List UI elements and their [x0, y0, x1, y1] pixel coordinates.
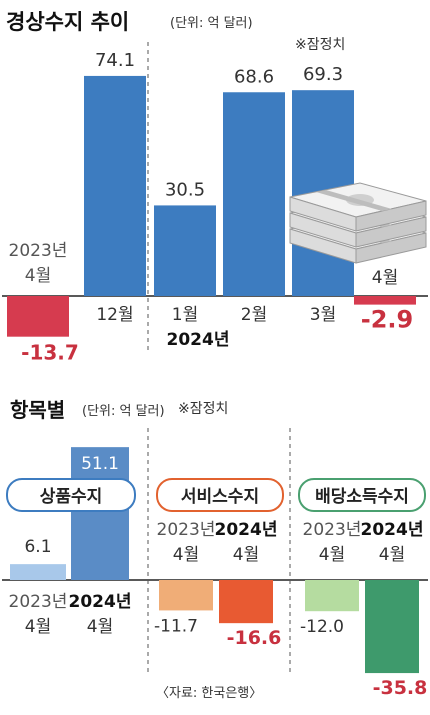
category-label: 서비스수지	[156, 478, 284, 512]
bar	[354, 296, 416, 305]
bar	[219, 580, 273, 624]
money-illustration	[289, 182, 427, 264]
bar	[159, 580, 213, 611]
period-label: 2023년	[157, 520, 216, 540]
bar	[7, 296, 69, 337]
bar	[84, 75, 146, 296]
period-label: 4월	[25, 617, 51, 637]
period-label: 2024년	[215, 520, 278, 540]
category-label: 상품수지	[6, 478, 136, 512]
category-label: 4월	[25, 266, 51, 286]
value-label: -11.7	[154, 616, 198, 636]
bar	[223, 92, 285, 297]
bar	[305, 580, 359, 612]
year-label: 2024년	[167, 330, 230, 350]
category-label: 2월	[241, 305, 267, 325]
category-label: 1월	[172, 305, 198, 325]
value-label: 6.1	[24, 537, 51, 557]
section-unit: (단위: 억 달러)	[82, 404, 165, 419]
period-label: 4월	[233, 545, 259, 565]
value-label: -35.8	[373, 677, 428, 699]
bill-front	[355, 232, 427, 264]
category-label: 배당소득수지	[298, 478, 426, 512]
period-label: 2024년	[69, 592, 132, 612]
value-label: 68.6	[234, 66, 274, 87]
bar	[10, 564, 66, 580]
section-title: 항목별	[10, 398, 66, 422]
source-text: 〈자료: 한국은행〉	[156, 686, 263, 701]
period-label: 4월	[319, 545, 345, 565]
period-label: 2023년	[303, 520, 362, 540]
category-label: 4월	[372, 268, 398, 288]
value-label: 30.5	[165, 179, 205, 200]
money-band	[316, 190, 392, 211]
value-label: 74.1	[95, 50, 135, 71]
category-label: 3월	[310, 305, 336, 325]
category-label: 12월	[96, 305, 133, 325]
period-label: 4월	[173, 545, 199, 565]
section-note: ※잠정치	[178, 401, 229, 417]
value-label: -13.7	[21, 341, 79, 365]
category-label: 2023년	[9, 241, 68, 261]
bill-front	[355, 200, 427, 232]
period-label: 2024년	[361, 520, 424, 540]
period-label: 4월	[87, 617, 113, 637]
bar	[365, 580, 419, 674]
value-label: 69.3	[303, 64, 343, 85]
value-label: -2.9	[361, 306, 413, 334]
provisional-note: ※잠정치	[295, 37, 346, 53]
value-label: -16.6	[227, 627, 282, 649]
period-label: 2023년	[9, 592, 68, 612]
chart-unit: (단위: 억 달러)	[170, 16, 253, 31]
period-label: 4월	[379, 545, 405, 565]
bar	[154, 205, 216, 296]
value-label: 51.1	[81, 454, 119, 474]
chart-title: 경상수지 추이	[6, 10, 130, 34]
value-label: -12.0	[300, 617, 344, 637]
money-bundle	[289, 182, 427, 232]
bar	[71, 447, 129, 580]
bill-front	[355, 216, 427, 248]
